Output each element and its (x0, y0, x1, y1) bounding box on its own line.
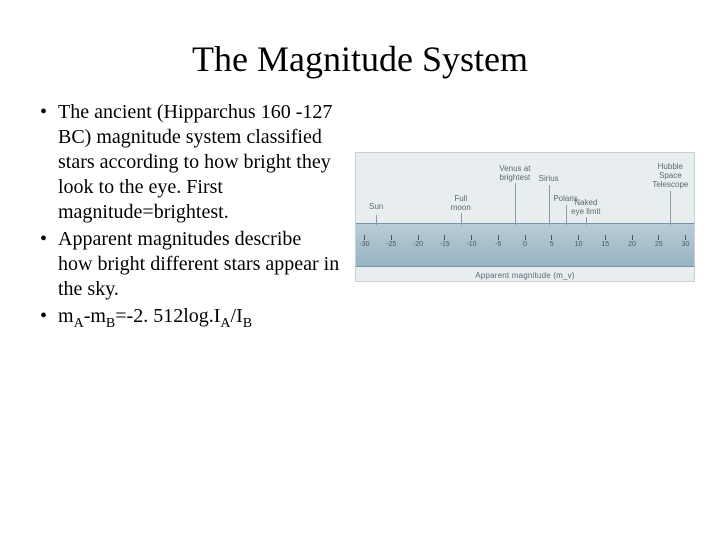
object-label: Venus atbrightest (499, 165, 530, 183)
tick: 20 (632, 235, 633, 251)
object-pointer (376, 215, 377, 225)
object-label: Sun (369, 203, 383, 212)
tick: -30 (364, 235, 365, 251)
object-pointer (515, 183, 516, 225)
object-label: HubbleSpaceTelescope (652, 163, 688, 189)
magnitude-scale-figure: -30 -25 -20 -15 -10 -5 0 5 10 15 20 25 30 Apparent m… (355, 152, 695, 282)
tick: -15 (444, 235, 445, 251)
tick: 30 (685, 235, 686, 251)
tick: 10 (578, 235, 579, 251)
object-label: Nakedeye limit (571, 199, 600, 217)
object-pointer (461, 213, 462, 225)
tick: -10 (471, 235, 472, 251)
object-label: Sirius (539, 175, 559, 184)
tick: -25 (391, 235, 392, 251)
axis-label: Apparent magnitude (m_v) (356, 271, 694, 280)
object-pointer (566, 205, 567, 225)
tick: 25 (658, 235, 659, 251)
tick: -20 (418, 235, 419, 251)
page-title: The Magnitude System (0, 0, 720, 100)
bullet-item: Apparent magnitudes describe how bright … (40, 227, 340, 302)
tick: 15 (605, 235, 606, 251)
bullet-item: The ancient (Hipparchus 160 -127 BC) mag… (40, 100, 340, 225)
tick-row: -30 -25 -20 -15 -10 -5 0 5 10 15 20 25 30 (364, 235, 686, 251)
object-pointer (549, 185, 550, 225)
bullet-item: mA-mB=-2. 512log.IA/IB (40, 304, 340, 333)
bullet-list: The ancient (Hipparchus 160 -127 BC) mag… (40, 100, 340, 335)
object-pointer (586, 217, 587, 225)
object-pointer (670, 191, 671, 225)
content-row: The ancient (Hipparchus 160 -127 BC) mag… (0, 100, 720, 335)
figure-wrap: -30 -25 -20 -15 -10 -5 0 5 10 15 20 25 30 Apparent m… (340, 100, 700, 335)
tick: 0 (525, 235, 526, 251)
tick: -5 (498, 235, 499, 251)
tick: 5 (551, 235, 552, 251)
object-label: Fullmoon (451, 195, 471, 213)
